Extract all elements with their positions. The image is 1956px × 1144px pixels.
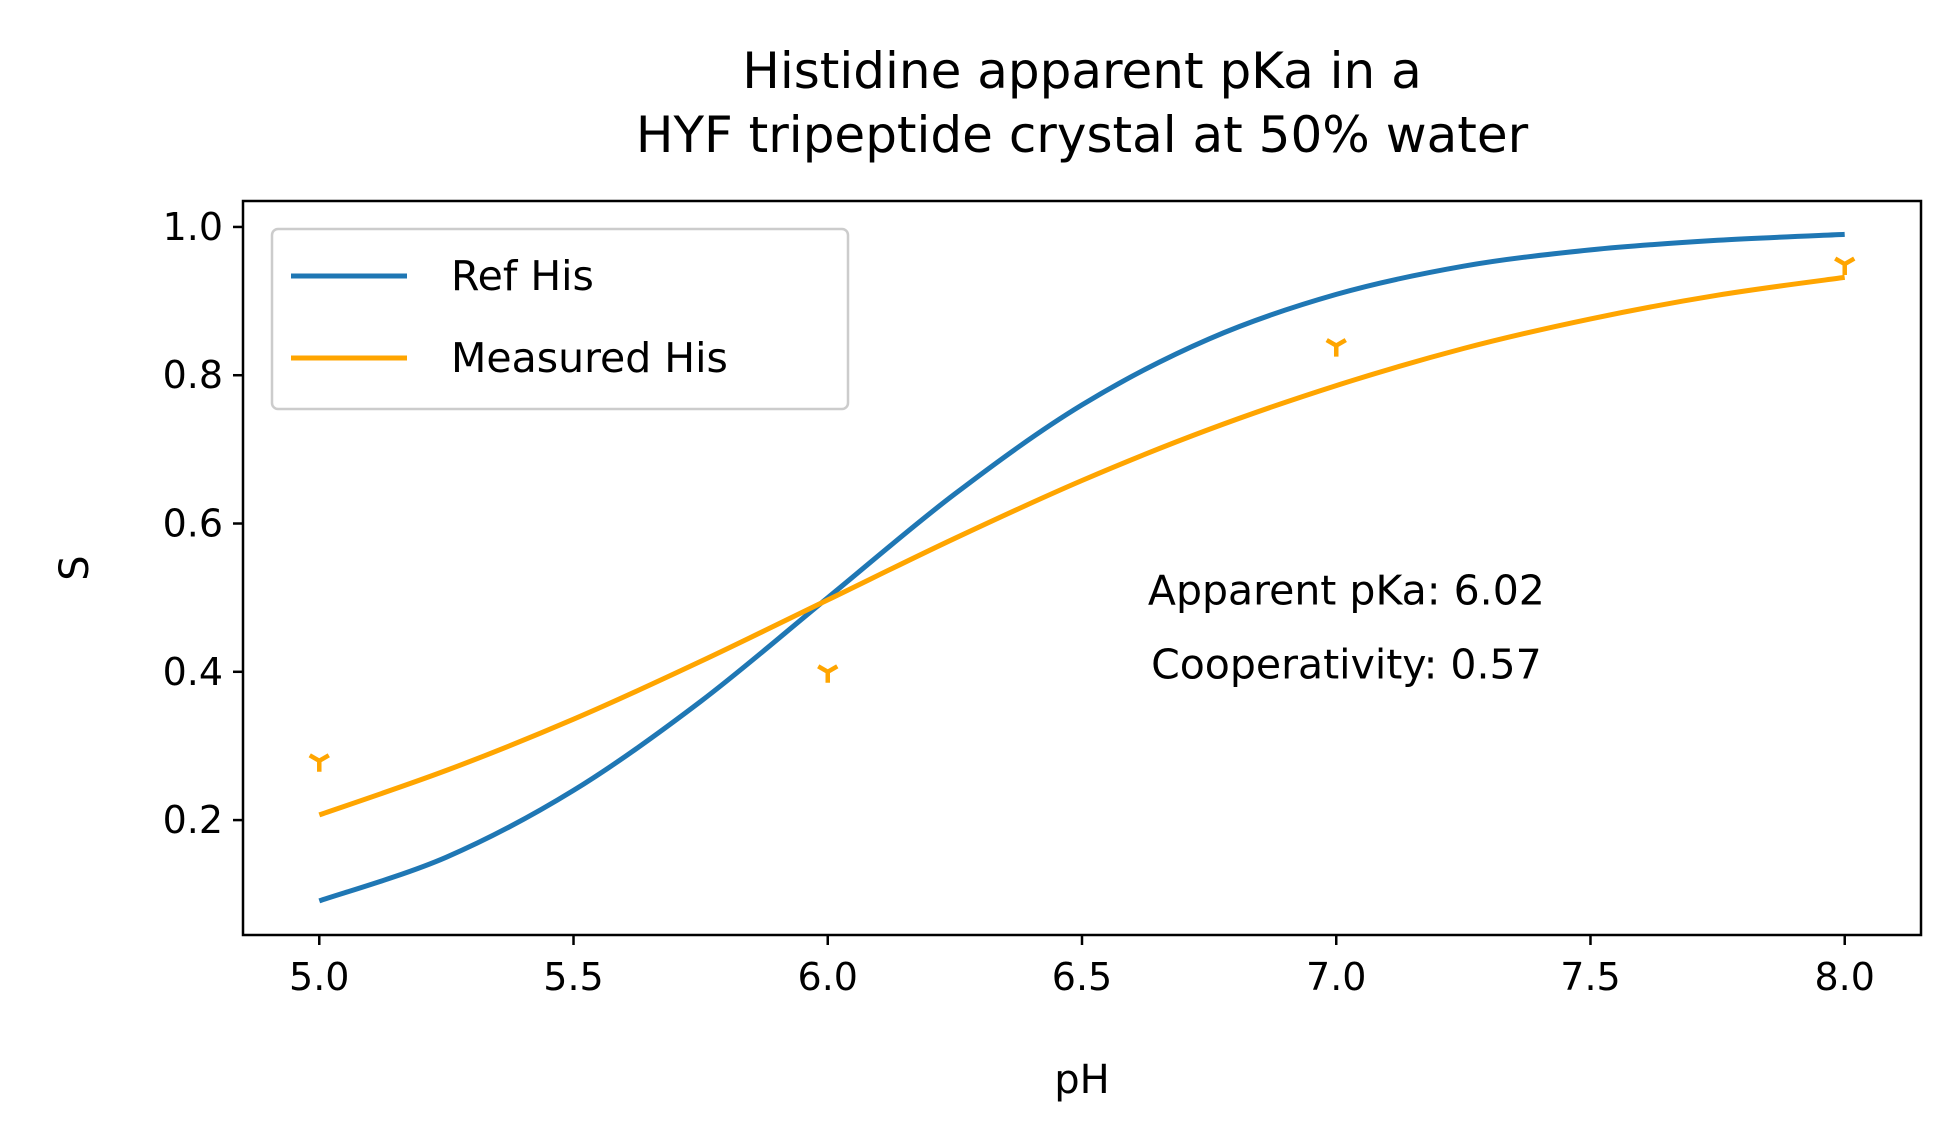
plot-area: [241, 199, 1923, 937]
y-tick-label: 0.6: [163, 502, 223, 546]
y-tick-label: 0.2: [163, 798, 223, 842]
legend: Ref His Measured His: [270, 227, 850, 411]
legend-label: Measured His: [451, 334, 728, 382]
x-tick-label: 5.0: [289, 955, 349, 999]
legend-label: Ref His: [451, 252, 594, 300]
chart-title-line: HYF tripeptide crystal at 50% water: [636, 106, 1529, 164]
chart-title: Histidine apparent pKa in a HYF tripeptid…: [636, 42, 1529, 164]
x-tick-label: 8.0: [1815, 955, 1875, 999]
chart-title-line: Histidine apparent pKa in a: [742, 42, 1421, 100]
x-tick-label: 7.5: [1560, 955, 1620, 999]
y-tick-label: 0.4: [163, 650, 223, 694]
y-axis-label: S: [52, 555, 98, 580]
annotation-line: Cooperativity: 0.57: [1151, 640, 1542, 688]
annotation: Apparent pKa: 6.02 Cooperativity: 0.57: [1148, 566, 1545, 688]
x-axis-label: pH: [1054, 1057, 1109, 1103]
y-tick-label: 0.8: [163, 353, 223, 397]
x-tick-label: 5.5: [543, 955, 603, 999]
data-point-marker: [817, 664, 839, 683]
data-point-marker: [308, 753, 330, 772]
data-point-marker: [1325, 338, 1347, 357]
x-tick-label: 6.0: [798, 955, 858, 999]
x-axis: 5.0 5.5 6.0 6.5 7.0 7.5 8.0 pH: [289, 935, 1875, 1103]
x-tick-label: 6.5: [1052, 955, 1112, 999]
data-point-marker: [1834, 256, 1856, 276]
legend-box: [270, 227, 850, 411]
series-line-ref-his: [318, 231, 1845, 904]
annotation-line: Apparent pKa: 6.02: [1148, 566, 1545, 614]
y-axis: 0.2 0.4 0.6 0.8 1.0 S: [52, 205, 243, 842]
y-tick-label: 1.0: [163, 205, 223, 249]
x-tick-label: 7.0: [1306, 955, 1366, 999]
series-line-measured-his: [318, 274, 1846, 818]
